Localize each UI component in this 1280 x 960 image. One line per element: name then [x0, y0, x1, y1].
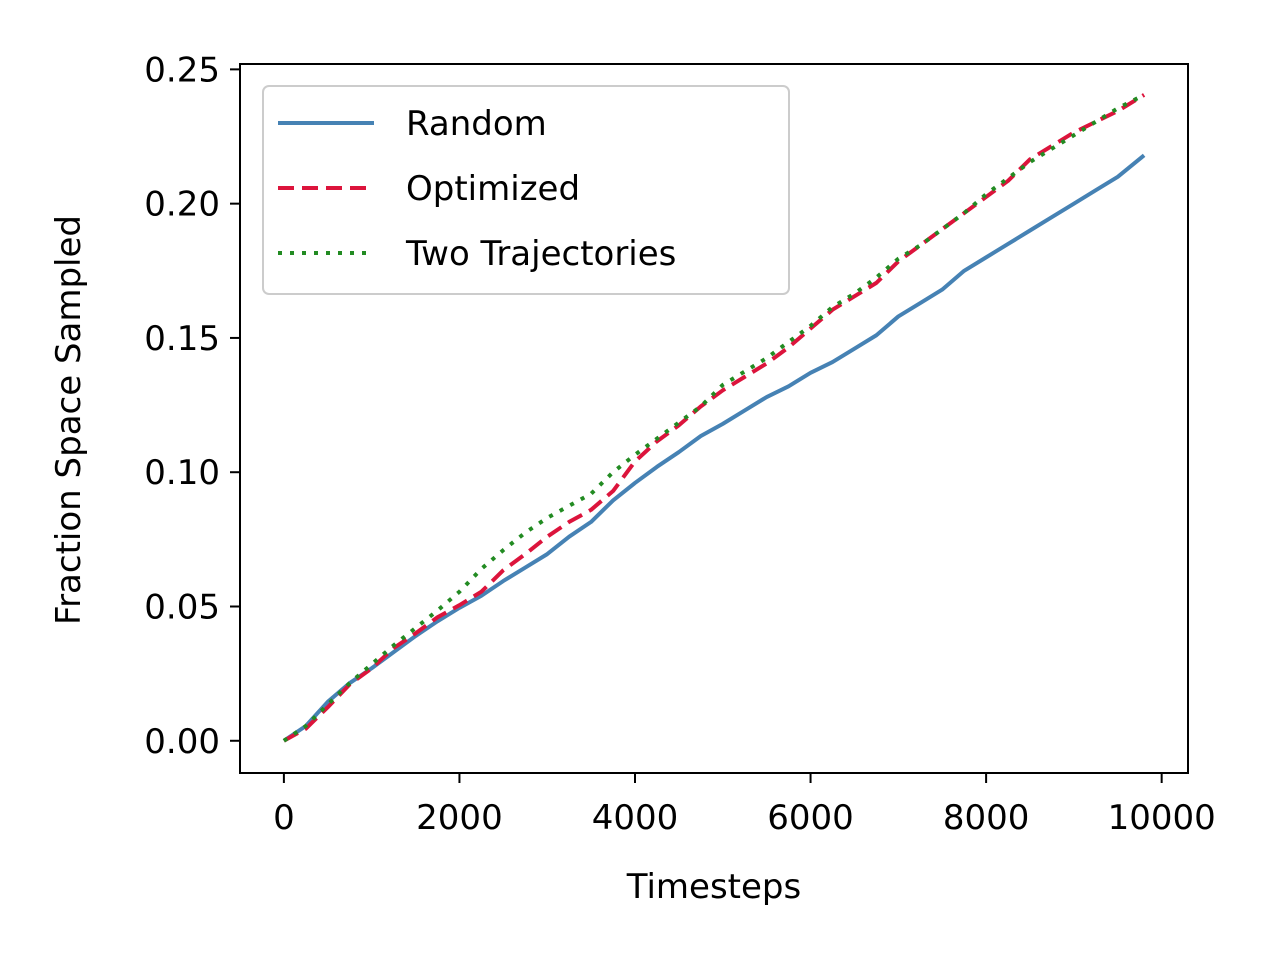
x-axis-ticks: 0 2000 4000 6000 8000 10000 [273, 773, 1216, 838]
legend-label: Two Trajectories [405, 234, 676, 274]
y-tick-label: 0.20 [144, 185, 220, 225]
x-tick-label: 4000 [592, 798, 679, 838]
legend-label: Optimized [406, 169, 580, 209]
x-tick-label: 6000 [767, 798, 854, 838]
x-tick-label: 0 [273, 798, 295, 838]
legend-box [262, 85, 790, 295]
y-axis-title: Fraction Space Sampled [49, 215, 89, 625]
x-tick-label: 2000 [416, 798, 503, 838]
y-tick-label: 0.00 [144, 722, 220, 762]
y-tick-label: 0.15 [144, 319, 220, 359]
y-axis-ticks: 0.00 0.05 0.10 0.15 0.20 0.25 [144, 50, 240, 762]
y-tick-label: 0.10 [144, 453, 220, 493]
legend-items: Random Optimized Two Trajectories [278, 104, 676, 274]
plot-frame [239, 63, 1189, 774]
series-layer [282, 93, 1146, 743]
y-tick-label: 0.05 [144, 587, 220, 627]
x-tick-label: 8000 [943, 798, 1030, 838]
x-axis-title: Timesteps [626, 867, 801, 907]
legend: Random Optimized Two Trajectories [262, 85, 790, 295]
y-tick-label: 0.25 [144, 50, 220, 90]
x-tick-label: 10000 [1108, 798, 1216, 838]
series-line-random [282, 153, 1146, 743]
legend-label: Random [406, 104, 547, 144]
